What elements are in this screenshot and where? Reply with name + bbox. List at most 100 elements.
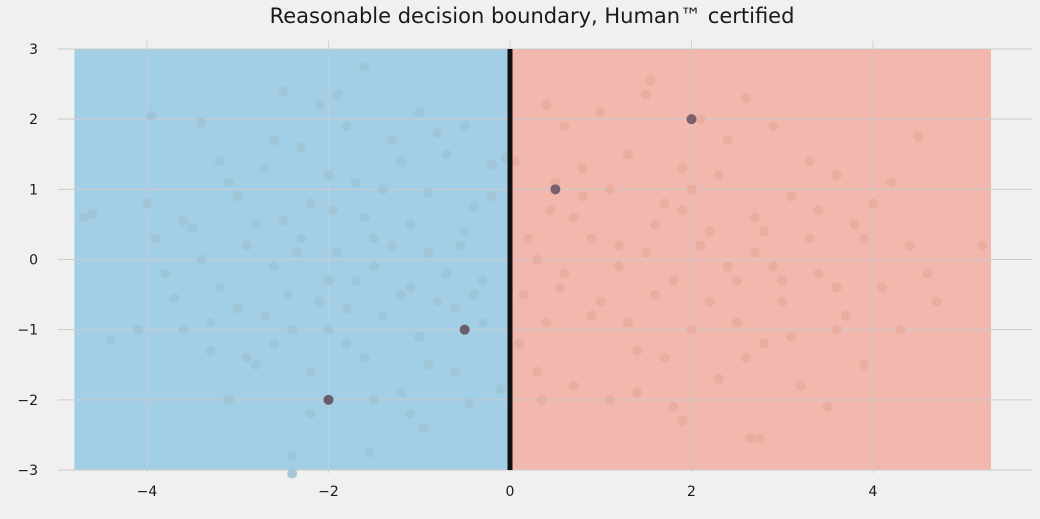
point-negative — [196, 117, 207, 128]
point-positive — [804, 156, 815, 167]
point-negative — [359, 352, 370, 363]
point-positive — [840, 310, 851, 321]
point-positive — [768, 121, 779, 132]
point-positive — [777, 275, 788, 286]
point-negative — [250, 219, 261, 230]
point-negative — [105, 335, 116, 346]
point-positive — [754, 433, 765, 444]
point-negative — [432, 128, 443, 139]
point-negative — [214, 156, 225, 167]
chart-title: Reasonable decision boundary, Human™ cer… — [270, 4, 795, 28]
point-negative — [214, 282, 225, 293]
point-negative — [423, 187, 434, 198]
point-positive — [545, 205, 556, 216]
point-negative — [287, 450, 298, 461]
point-negative — [486, 159, 497, 170]
x-tick-label: −2 — [318, 484, 339, 500]
point-negative — [169, 293, 180, 304]
point-positive — [677, 415, 688, 426]
y-tick-label: −3 — [17, 463, 38, 479]
point-negative — [282, 289, 293, 300]
point-positive — [759, 338, 770, 349]
point-negative — [178, 324, 189, 335]
point-negative — [405, 282, 416, 293]
point-negative — [377, 310, 388, 321]
point-negative — [278, 86, 289, 97]
point-positive — [677, 163, 688, 174]
point-positive — [668, 275, 679, 286]
point-positive — [641, 247, 652, 258]
y-tick-label: 3 — [29, 42, 38, 58]
point-positive — [686, 184, 697, 195]
point-negative — [368, 233, 379, 244]
x-tick-label: 0 — [506, 484, 515, 500]
point-negative — [418, 422, 429, 433]
point-positive — [750, 247, 761, 258]
y-tick-label: 1 — [29, 182, 38, 198]
point-positive — [641, 89, 652, 100]
point-positive — [704, 296, 715, 307]
point-negative — [187, 222, 198, 233]
point-positive — [595, 296, 606, 307]
point-negative — [396, 387, 407, 398]
point-negative — [269, 338, 280, 349]
point-negative — [323, 324, 334, 335]
point-negative — [151, 233, 162, 244]
point-negative — [387, 135, 398, 146]
point-negative — [296, 233, 307, 244]
point-negative — [450, 366, 461, 377]
point-negative — [468, 289, 479, 300]
point-positive — [686, 324, 697, 335]
point-negative — [196, 254, 207, 265]
point-positive — [731, 317, 742, 328]
point-positive — [541, 100, 552, 111]
point-negative — [359, 212, 370, 223]
point-negative — [414, 331, 425, 342]
point-positive — [645, 75, 656, 86]
point-negative — [305, 198, 316, 209]
point-positive — [813, 268, 824, 279]
point-positive — [650, 219, 661, 230]
point-negative — [314, 296, 325, 307]
point-positive — [813, 205, 824, 216]
point-positive — [622, 149, 633, 160]
point-positive — [768, 261, 779, 272]
point-positive — [804, 233, 815, 244]
x-axis-ticks: −4 −2 0 2 4 — [137, 484, 878, 500]
y-axis-ticks: −3 −2 −1 0 1 2 3 — [17, 42, 38, 479]
point-positive — [550, 177, 561, 188]
point-positive — [613, 261, 624, 272]
highlighted-point — [459, 324, 470, 335]
point-positive — [622, 317, 633, 328]
point-negative — [142, 198, 152, 209]
point-negative — [259, 310, 270, 321]
y-tick-label: 0 — [29, 253, 38, 269]
point-positive — [831, 170, 842, 181]
point-positive — [886, 177, 897, 188]
point-positive — [695, 240, 706, 251]
point-negative — [323, 170, 334, 181]
x-tick-label: −4 — [137, 484, 158, 500]
point-negative — [332, 89, 343, 100]
point-negative — [205, 317, 216, 328]
data-points — [78, 61, 987, 479]
point-positive — [795, 380, 806, 391]
point-negative — [287, 324, 298, 335]
point-negative — [368, 394, 379, 405]
y-tick-label: −2 — [17, 393, 38, 409]
point-positive — [740, 93, 751, 104]
highlighted-points — [323, 114, 697, 405]
point-negative — [455, 240, 466, 251]
point-negative — [296, 142, 307, 153]
point-positive — [532, 254, 543, 265]
highlighted-point — [550, 184, 561, 195]
point-negative — [405, 219, 416, 230]
point-negative — [323, 275, 334, 286]
highlighted-point — [323, 394, 334, 405]
point-negative — [332, 247, 343, 258]
point-positive — [632, 345, 643, 356]
point-positive — [586, 310, 597, 321]
point-negative — [423, 247, 434, 258]
point-positive — [849, 219, 860, 230]
